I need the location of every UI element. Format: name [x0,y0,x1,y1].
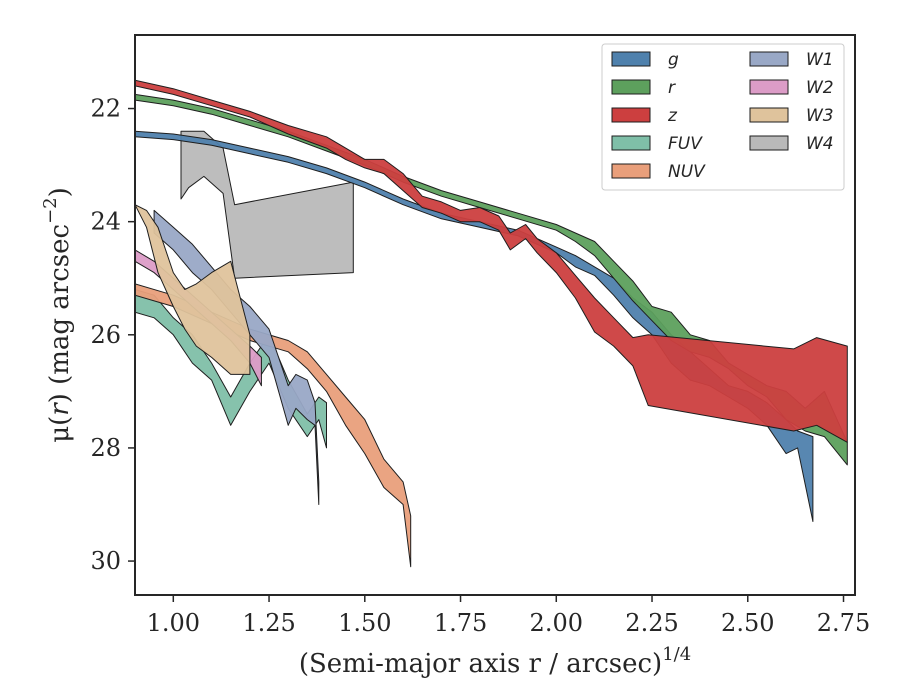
legend-label-w3: W3 [806,106,834,126]
x-tick-label: 2.75 [817,609,870,637]
band-w4 [180,130,354,279]
legend-swatch-nuv [611,163,651,179]
legend-swatch-z [611,107,651,123]
legend-swatch-w4 [749,135,789,151]
legend-label-w4: W4 [806,134,834,154]
x-tick-label: 1.00 [147,609,200,637]
plot-frame [134,34,856,596]
profile-bands [135,79,848,568]
legend-swatch-fuv [611,135,651,151]
legend-label-r: r [668,78,676,98]
band-fuv [135,289,327,449]
legend-label-fuv: FUV [668,134,703,154]
y-tick-label: 30 [90,547,121,575]
y-tick-label: 24 [90,208,121,236]
x-tick-label: 1.50 [338,609,391,637]
y-axis-ticks: 22 24 26 28 30 [90,95,135,575]
legend-swatch-w1 [749,51,789,67]
x-tick-label: 1.25 [242,609,295,637]
legend-label-nuv: NUV [668,162,706,182]
band-r [135,93,848,466]
legend-swatch-g [611,51,651,67]
x-tick-label: 1.75 [434,609,487,637]
y-tick-label: 26 [90,321,121,349]
x-axis-ticks: 1.00 1.25 1.50 1.75 2.00 2.25 2.50 2.75 [147,595,870,637]
x-tick-label: 2.25 [625,609,678,637]
x-tick-label: 2.50 [721,609,774,637]
legend-swatch-r [611,79,651,95]
legend-label-g: g [668,50,679,70]
band-z [135,79,848,443]
legend-label-w1: W1 [806,50,834,70]
y-axis-label: μ(r) (mag arcsec−2) [40,187,75,443]
x-axis-label: (Semi-major axis r / arcsec)1/4 [299,644,691,679]
x-tick-label: 2.00 [530,609,583,637]
legend-label-w2: W2 [806,78,834,98]
band-w3 [135,204,251,375]
legend: grz FUV NUV W1 W2 W3 W4 [601,43,845,191]
legend-swatch-w3 [749,107,789,123]
y-tick-label: 28 [90,434,121,462]
legend-swatch-w2 [749,79,789,95]
y-tick-label: 22 [90,95,121,123]
legend-label-z: z [667,106,678,126]
